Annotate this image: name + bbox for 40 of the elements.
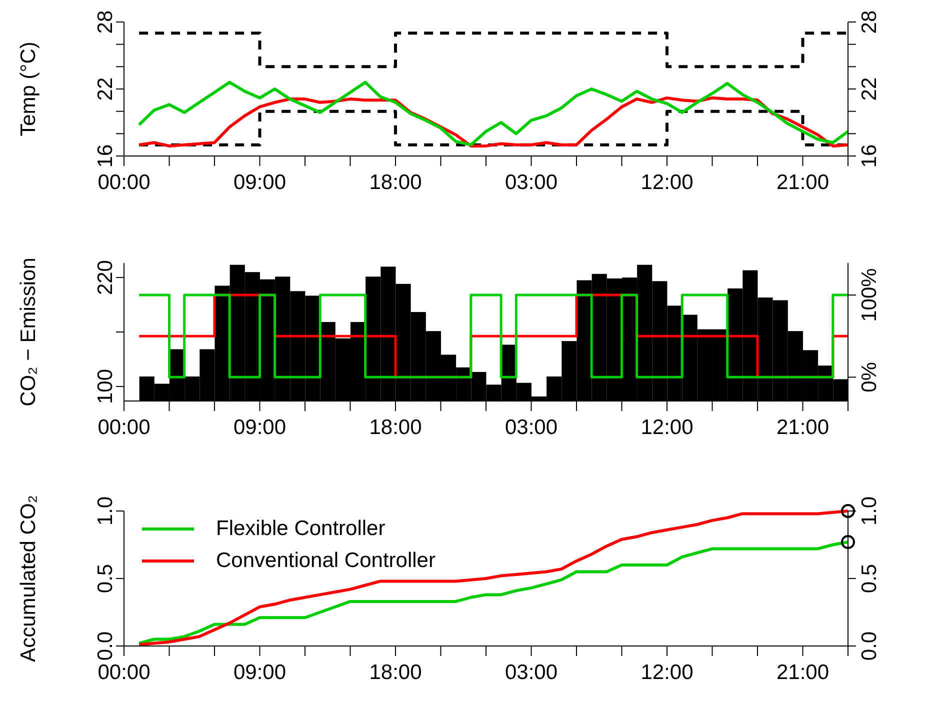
y-tick-label: 22 — [94, 77, 117, 101]
y-axis-title: Temp (°C) — [17, 42, 40, 136]
x-tick-label: 21:00 — [776, 170, 830, 194]
y-tick-label: 28 — [94, 10, 117, 34]
y2-tick-label: 1.0 — [858, 496, 881, 526]
x-tick-label: 12:00 — [640, 170, 694, 194]
x-tick-label: 03:00 — [504, 170, 558, 194]
x-tick-label: 00:00 — [98, 660, 150, 684]
y-tick-label: 100 — [94, 368, 117, 404]
x-tick-label: 00:00 — [98, 170, 150, 194]
y-axis-title: CO₂ − Emission — [17, 258, 40, 406]
x-tick-label: 09:00 — [233, 170, 286, 194]
x-tick-label: 12:00 — [640, 660, 694, 684]
x-tick-label: 03:00 — [504, 660, 558, 684]
y2-tick-label: 100% — [858, 268, 881, 322]
x-tick-label: 21:00 — [776, 416, 830, 439]
x-tick-label: 03:00 — [504, 416, 558, 439]
y2-tick-label: 0.5 — [858, 564, 881, 594]
y2-tick-label: 16 — [858, 144, 881, 168]
x-tick-label: 21:00 — [776, 660, 830, 684]
y-tick-label: 1.0 — [94, 496, 117, 526]
y-tick-label: 220 — [94, 260, 117, 296]
y-tick-label: 16 — [94, 144, 117, 168]
y-tick-label: 0.5 — [94, 564, 117, 594]
x-tick-label: 12:00 — [640, 416, 694, 439]
x-tick-label: 00:00 — [98, 416, 150, 439]
y2-tick-label: 0% — [858, 362, 881, 392]
x-tick-label: 18:00 — [369, 660, 422, 684]
x-tick-label: 18:00 — [369, 170, 422, 194]
legend-label: Flexible Controller — [216, 517, 386, 541]
legend-label: Conventional Controller — [216, 549, 436, 573]
line-series — [138, 80, 850, 146]
y2-tick-label: 22 — [858, 77, 881, 101]
y-tick-label: 0.0 — [94, 631, 117, 661]
y2-tick-label: 0.0 — [858, 631, 881, 661]
x-tick-label: 18:00 — [369, 416, 422, 439]
x-tick-label: 09:00 — [233, 660, 286, 684]
y2-tick-label: 28 — [858, 10, 881, 34]
x-tick-label: 09:00 — [233, 416, 286, 439]
y-axis-title: Accumulated CO₂ — [17, 495, 40, 662]
